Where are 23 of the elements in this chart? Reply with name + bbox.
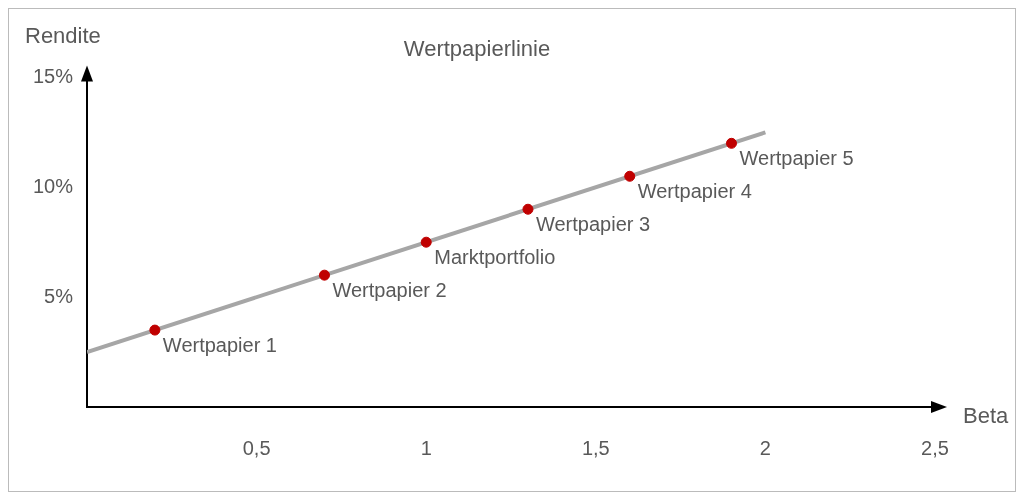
x-tick-label: 0,5	[242, 436, 271, 459]
point	[420, 236, 432, 248]
y-tick-label: 10%	[33, 174, 74, 197]
y-axis-title: Rendite	[25, 23, 101, 48]
annotation: Marktportfolio	[434, 245, 556, 268]
y-tick-label: 5%	[44, 284, 74, 307]
y-tick-label: 15%	[33, 64, 74, 87]
annotation: Wertpapier 2	[332, 278, 447, 301]
annotation: Wertpapier 1	[162, 333, 278, 356]
point	[624, 170, 636, 182]
annotation: Wertpapier 4	[637, 179, 752, 202]
point	[149, 324, 161, 336]
x-tick-label: 2,5	[921, 436, 949, 459]
annotation: Wertpapier 5	[739, 146, 854, 169]
annotation: Wertpapier 3	[535, 212, 651, 235]
x-tick-label: 1,5	[581, 436, 610, 459]
point	[725, 137, 737, 149]
x-axis-title: Beta	[963, 403, 1010, 428]
point	[318, 269, 330, 281]
chart-title: Wertpapierlinie	[403, 36, 551, 62]
x-tick-label: 2	[759, 436, 771, 459]
point	[522, 203, 534, 215]
x-tick-label: 1	[420, 436, 432, 459]
